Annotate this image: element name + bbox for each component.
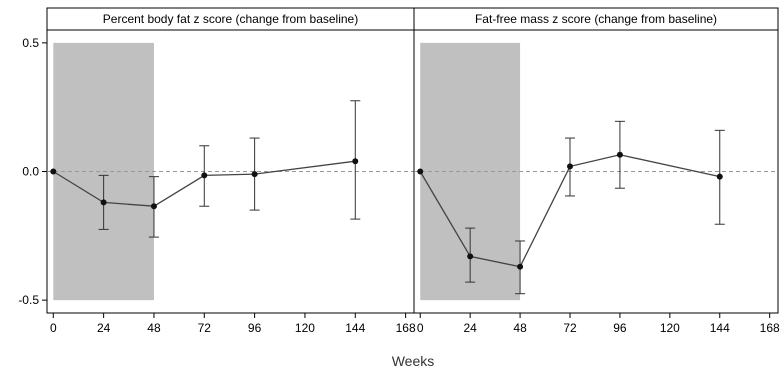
- data-point: [517, 263, 524, 270]
- x-tick-label: 168: [760, 321, 780, 335]
- data-point: [150, 203, 157, 210]
- y-tick-label: 0.5: [22, 36, 39, 50]
- x-axis-label: Weeks: [392, 353, 435, 369]
- x-tick-label: 72: [563, 321, 577, 335]
- x-tick-label: 168: [396, 321, 416, 335]
- data-point: [50, 168, 57, 175]
- y-tick-label: 0.0: [22, 165, 39, 179]
- data-point: [716, 173, 723, 180]
- series-line: [419, 154, 720, 268]
- data-point: [567, 163, 573, 170]
- y-tick-label: -0.5: [18, 293, 39, 307]
- x-tick-label: 0: [417, 321, 424, 335]
- panel-title: Fat-free mass z score (change from basel…: [475, 12, 717, 26]
- data-point: [417, 168, 424, 175]
- x-tick-label: 0: [50, 321, 57, 335]
- x-tick-label: 144: [345, 321, 365, 335]
- x-tick-label: 48: [513, 321, 527, 335]
- x-tick-label: 96: [613, 321, 627, 335]
- x-tick-label: 24: [463, 321, 477, 335]
- data-point: [251, 171, 258, 178]
- x-tick-label: 144: [710, 321, 730, 335]
- data-point: [616, 151, 623, 158]
- x-tick-label: 120: [660, 321, 680, 335]
- panel-2: Fat-free mass z score (change from basel…: [413, 7, 780, 335]
- data-point: [467, 253, 474, 260]
- series-line: [52, 160, 356, 207]
- data-point: [201, 172, 208, 179]
- x-tick-label: 48: [147, 321, 161, 335]
- x-tick-label: 24: [97, 321, 111, 335]
- panel-title: Percent body fat z score (change from ba…: [103, 12, 358, 26]
- x-tick-label: 96: [248, 321, 262, 335]
- data-point: [100, 199, 107, 206]
- x-tick-label: 72: [198, 321, 212, 335]
- panel-1: Percent body fat z score (change from ba…: [18, 7, 416, 335]
- data-point: [352, 158, 359, 165]
- x-tick-label: 120: [295, 321, 315, 335]
